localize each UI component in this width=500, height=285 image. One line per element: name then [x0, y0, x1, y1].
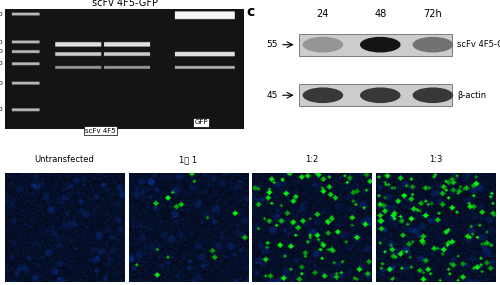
- Text: 750: 750: [0, 49, 3, 54]
- Text: 45: 45: [266, 91, 278, 100]
- Title: scFv 4F5-GFP: scFv 4F5-GFP: [92, 0, 158, 8]
- Text: GFP: GFP: [194, 119, 208, 125]
- Ellipse shape: [360, 37, 401, 52]
- Text: 1:3: 1:3: [428, 155, 442, 164]
- Text: 48: 48: [374, 9, 386, 19]
- Ellipse shape: [302, 37, 343, 52]
- Text: scFv 4F5-GFP: scFv 4F5-GFP: [457, 40, 500, 49]
- Ellipse shape: [302, 87, 343, 103]
- Text: scFv 4F5: scFv 4F5: [86, 128, 116, 134]
- Ellipse shape: [412, 37, 453, 52]
- Ellipse shape: [360, 87, 401, 103]
- Text: 72h: 72h: [424, 9, 442, 19]
- FancyBboxPatch shape: [299, 34, 452, 56]
- Text: Untransfected: Untransfected: [34, 155, 94, 164]
- Ellipse shape: [412, 87, 453, 103]
- Text: β-actin: β-actin: [457, 91, 486, 100]
- Text: c: c: [246, 5, 254, 19]
- FancyBboxPatch shape: [299, 84, 452, 106]
- Text: 1： 1: 1： 1: [179, 155, 198, 164]
- Text: 55: 55: [266, 40, 278, 49]
- Text: 1:2: 1:2: [305, 155, 318, 164]
- Text: 24: 24: [316, 9, 329, 19]
- Text: 100: 100: [0, 107, 3, 112]
- Text: 2000: 2000: [0, 12, 3, 17]
- Text: 1000: 1000: [0, 40, 3, 45]
- Text: 250: 250: [0, 81, 3, 86]
- Text: 500: 500: [0, 62, 3, 66]
